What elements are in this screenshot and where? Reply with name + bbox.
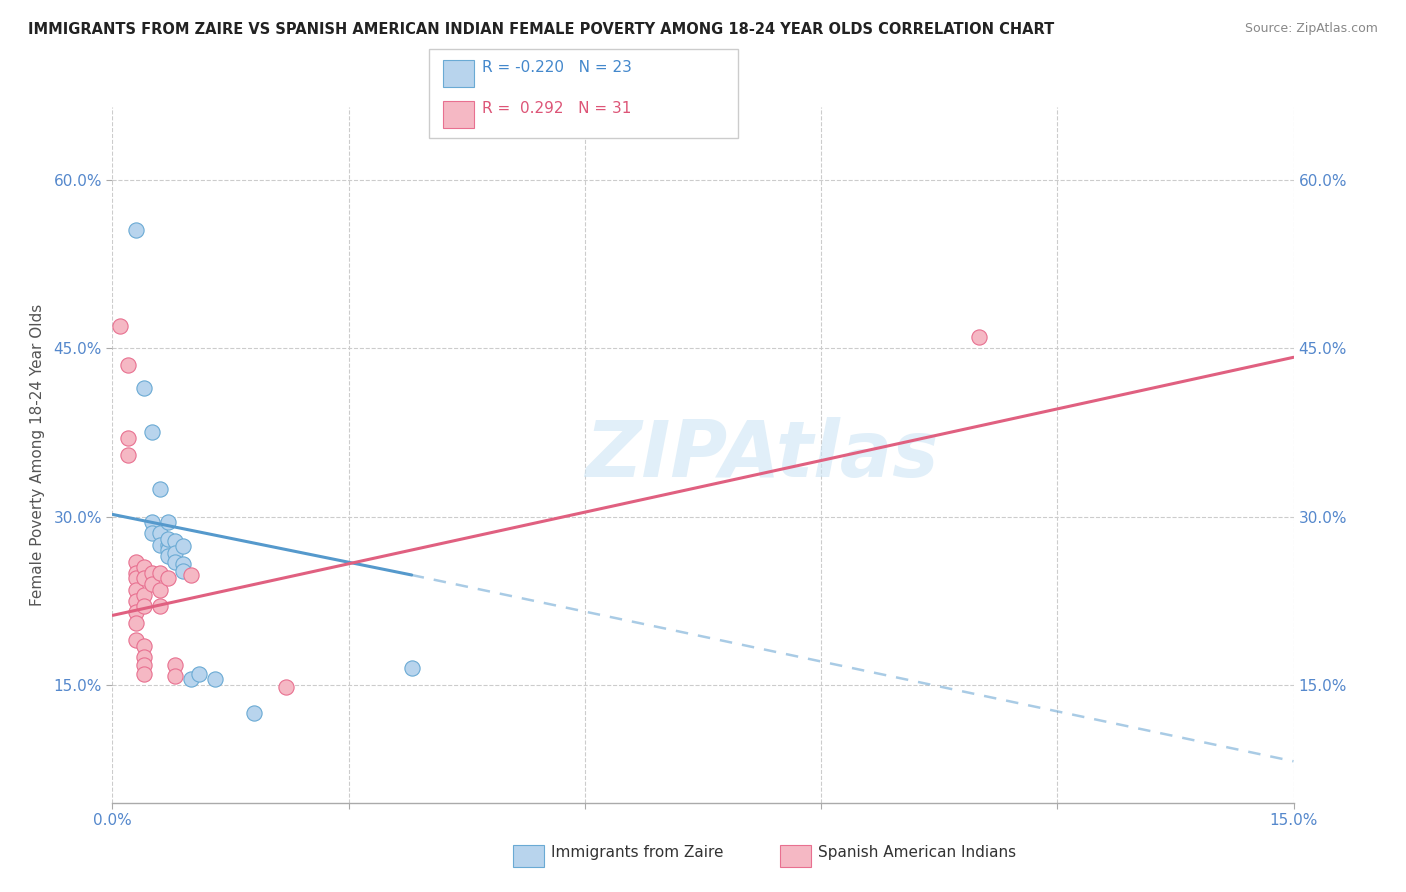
Point [132,571,155,585]
Point [156,532,179,546]
Point [117,431,139,445]
Point [180,568,202,582]
Point [243,706,266,720]
Point [149,538,172,552]
Point [125,566,148,580]
Text: Spanish American Indians: Spanish American Indians [818,845,1017,860]
Point [141,425,163,440]
Point [156,543,179,558]
Point [141,526,163,541]
Text: IMMIGRANTS FROM ZAIRE VS SPANISH AMERICAN INDIAN FEMALE POVERTY AMONG 18-24 YEAR: IMMIGRANTS FROM ZAIRE VS SPANISH AMERICA… [28,22,1054,37]
Point [132,649,155,664]
Point [188,666,211,681]
Point [125,223,148,237]
Point [156,515,179,529]
Point [172,564,194,578]
Text: R = -0.220   N = 23: R = -0.220 N = 23 [482,60,633,75]
Point [172,557,194,571]
Point [125,571,148,585]
Point [125,605,148,619]
Point [401,661,423,675]
Point [165,555,187,569]
Point [132,588,155,602]
Point [132,560,155,574]
Point [125,555,148,569]
Point [180,673,202,687]
Point [149,566,172,580]
Point [165,534,187,549]
Text: Immigrants from Zaire: Immigrants from Zaire [551,845,724,860]
Point [156,571,179,585]
Point [156,538,179,552]
Point [132,657,155,672]
Point [141,577,163,591]
Text: ZIPAtlas: ZIPAtlas [585,417,939,493]
Point [125,594,148,608]
Point [110,318,132,333]
Point [149,526,172,541]
Point [132,639,155,653]
Point [149,582,172,597]
Text: R =  0.292   N = 31: R = 0.292 N = 31 [482,101,631,116]
Point [125,616,148,631]
Point [149,482,172,496]
Point [165,669,187,683]
Point [172,539,194,553]
Point [274,680,297,694]
Point [132,381,155,395]
Point [967,330,990,344]
Point [117,448,139,462]
Point [117,358,139,372]
Y-axis label: Female Poverty Among 18-24 Year Olds: Female Poverty Among 18-24 Year Olds [31,304,45,606]
Point [204,673,226,687]
Point [125,633,148,648]
Point [165,545,187,559]
Point [141,566,163,580]
Point [141,515,163,529]
Point [132,599,155,614]
Point [165,657,187,672]
Point [132,666,155,681]
Text: Source: ZipAtlas.com: Source: ZipAtlas.com [1244,22,1378,36]
Point [125,582,148,597]
Point [156,549,179,563]
Point [149,599,172,614]
